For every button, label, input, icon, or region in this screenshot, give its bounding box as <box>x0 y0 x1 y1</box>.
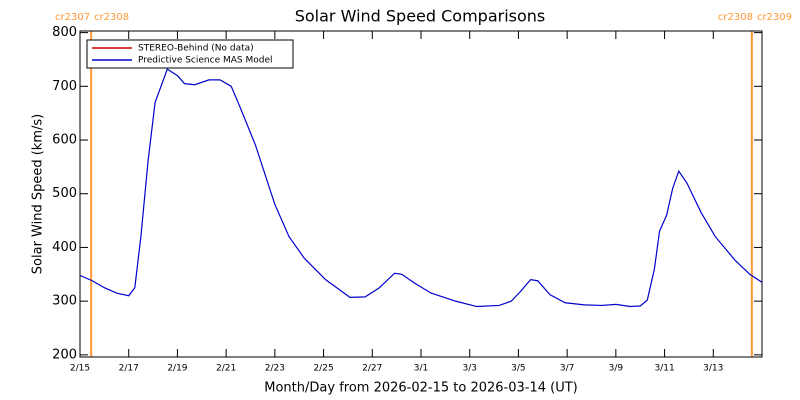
y-axis-label: Solar Wind Speed (km/s) <box>31 114 46 274</box>
x-tick-label: 3/7 <box>560 364 574 374</box>
marker-label: cr2308 cr2309 <box>718 12 792 23</box>
y-tick-label: 300 <box>52 294 77 309</box>
x-tick-label: 3/1 <box>414 364 428 374</box>
legend-label: Predictive Science MAS Model <box>138 56 273 66</box>
x-tick-label: 2/15 <box>70 364 90 374</box>
x-axis-label: Month/Day from 2026-02-15 to 2026-03-14 … <box>264 381 577 396</box>
x-tick-label: 2/27 <box>362 364 382 374</box>
y-tick-label: 600 <box>52 133 77 148</box>
x-tick-label: 2/19 <box>167 364 187 374</box>
x-tick-label: 2/17 <box>119 364 139 374</box>
legend-label: STEREO-Behind (No data) <box>138 44 254 54</box>
x-tick-label: 2/25 <box>313 364 333 374</box>
x-tick-label: 2/23 <box>265 364 285 374</box>
marker-label-part: cr2307 <box>55 12 90 23</box>
marker-label-part: cr2308 <box>94 12 129 23</box>
y-tick-label: 500 <box>52 186 77 201</box>
x-tick-label: 3/5 <box>511 364 525 374</box>
legend-box <box>86 39 294 69</box>
marker-label: cr2307 cr2308 <box>55 12 129 23</box>
y-tick-label: 800 <box>52 25 77 40</box>
y-tick-label: 200 <box>52 347 77 362</box>
y-tick-label: 700 <box>52 79 77 94</box>
x-tick-label: 3/9 <box>609 364 624 374</box>
marker-label-part: cr2308 <box>718 12 753 23</box>
x-tick-label: 3/3 <box>462 364 476 374</box>
y-tick-label: 400 <box>52 240 77 255</box>
plot-frame <box>79 30 763 358</box>
x-tick-label: 3/13 <box>703 364 723 374</box>
x-tick-label: 3/11 <box>654 364 674 374</box>
chart-title: Solar Wind Speed Comparisons <box>295 7 546 26</box>
x-tick-label: 2/21 <box>216 364 236 374</box>
series-line <box>79 68 763 308</box>
marker-label-part: cr2309 <box>757 12 792 23</box>
